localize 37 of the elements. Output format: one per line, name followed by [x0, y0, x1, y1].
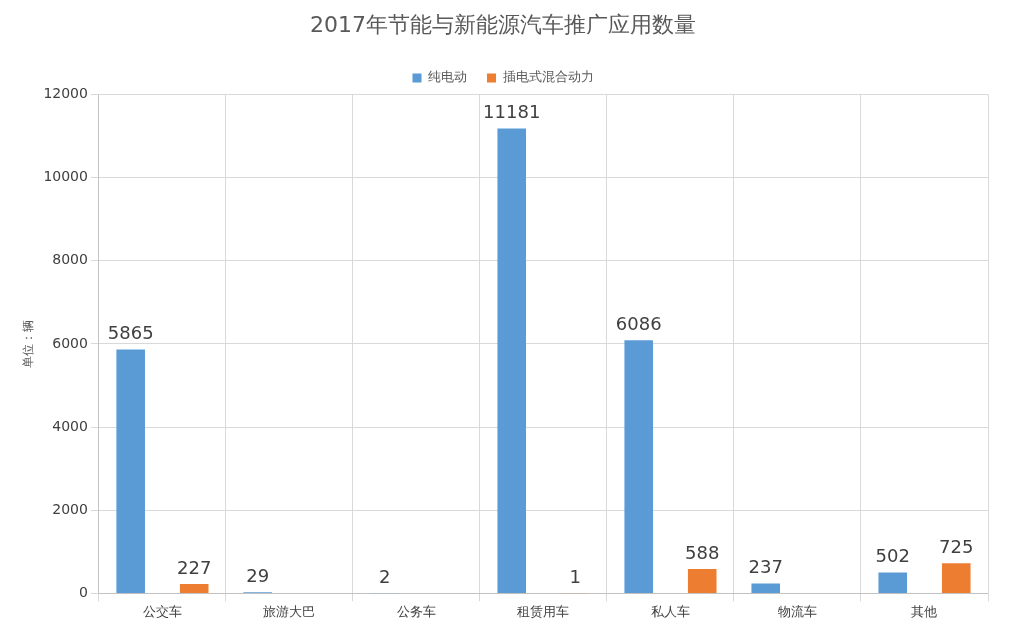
data-label: 237	[748, 556, 783, 578]
x-tick-label: 公务车	[396, 603, 436, 619]
data-label: 5865	[107, 322, 154, 344]
bar	[941, 563, 971, 593]
data-label: 502	[875, 545, 910, 567]
legend-label: 纯电动	[428, 69, 467, 85]
bar	[179, 583, 209, 593]
y-tick-label: 6000	[52, 334, 88, 351]
data-label: 29	[246, 564, 270, 586]
data-label: 588	[685, 541, 720, 563]
bar	[624, 340, 654, 593]
data-label: 227	[177, 556, 212, 578]
bar	[497, 128, 526, 593]
data-label: 2	[378, 565, 391, 587]
x-tick-label: 公交车	[142, 603, 182, 619]
y-tick-label: 4000	[52, 417, 88, 434]
x-tick-label: 旅游大巴	[263, 603, 316, 619]
y-tick-label: 8000	[52, 251, 88, 268]
data-label: 11181	[483, 101, 541, 123]
x-tick-label: 其他	[911, 603, 938, 619]
x-tick-label: 物流车	[777, 603, 817, 619]
data-label: 725	[939, 535, 974, 557]
y-tick-label: 12000	[43, 85, 88, 102]
legend-label: 插电式混合动力	[502, 69, 594, 85]
bar	[751, 583, 781, 593]
bar	[116, 349, 145, 593]
x-tick-label: 私人车	[650, 603, 690, 619]
data-label: 1	[569, 566, 581, 588]
y-tick-label: 0	[79, 584, 88, 601]
data-label: 6086	[615, 313, 662, 334]
bar	[878, 572, 908, 593]
y-tick-label: 10000	[43, 168, 88, 185]
x-tick-label: 租赁用车	[517, 603, 570, 619]
chart-title: 2017年节能与新能源汽车推广应用数量	[310, 11, 696, 37]
bar	[687, 568, 717, 593]
y-tick-label: 2000	[52, 500, 88, 517]
y-axis-title: 单位：辆	[21, 319, 36, 368]
